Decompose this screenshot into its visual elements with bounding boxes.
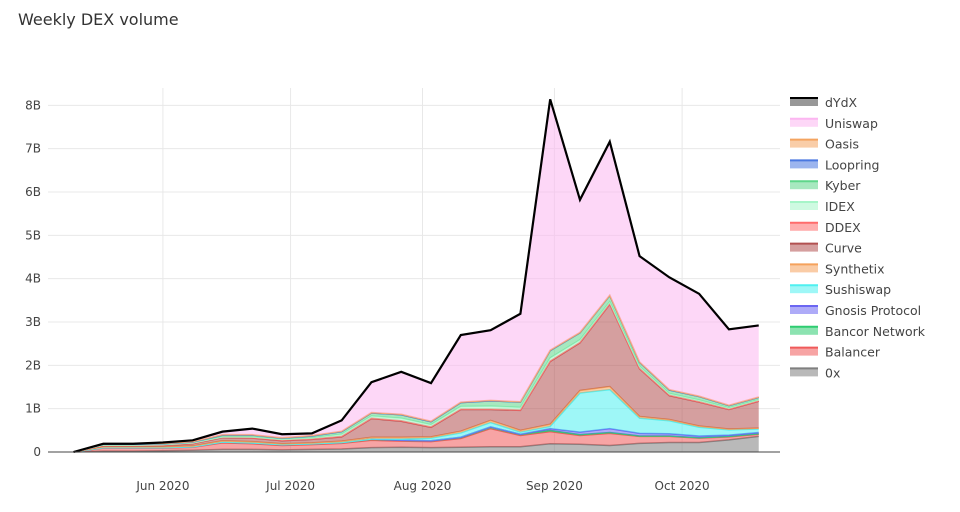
legend-label: IDEX [825, 199, 855, 214]
y-tick-label: 5B [25, 228, 41, 242]
area-kyber [73, 295, 759, 452]
legend-label: 0x [825, 365, 840, 380]
y-tick-label: 2B [25, 358, 41, 372]
legend-label: Sushiswap [825, 282, 891, 297]
legend-swatch [790, 98, 818, 106]
legend-swatch [790, 222, 818, 231]
legend-label: Balancer [825, 345, 881, 360]
legend-item-bancor-network[interactable]: Bancor Network [790, 324, 926, 339]
legend-swatch [790, 139, 818, 148]
legend-item-dydx[interactable]: dYdX [790, 95, 858, 110]
legend-label: Synthetix [825, 261, 885, 276]
area-sushiswap [73, 389, 759, 452]
y-tick-label: 6B [25, 185, 41, 199]
y-tick-label: 7B [25, 142, 41, 156]
legend-label: Kyber [825, 178, 861, 193]
legend-label: Uniswap [825, 116, 878, 131]
legend-label: DDEX [825, 220, 861, 235]
series-areas [73, 98, 759, 454]
legend-swatch [790, 285, 818, 294]
legend-label: Curve [825, 241, 862, 256]
legend-swatch [790, 118, 818, 127]
area-gnosis-protocol [73, 426, 759, 452]
legend-item-idex[interactable]: IDEX [790, 199, 855, 214]
x-tick-label: Jun 2020 [135, 479, 189, 493]
legend-item-ddex[interactable]: DDEX [790, 220, 861, 235]
legend-label: Bancor Network [825, 324, 926, 339]
y-tick-label: 4B [25, 272, 41, 286]
y-tick-label: 1B [25, 402, 41, 416]
x-tick-label: Sep 2020 [526, 479, 583, 493]
legend-item-gnosis-protocol[interactable]: Gnosis Protocol [790, 303, 921, 318]
legend-item-curve[interactable]: Curve [790, 241, 862, 256]
legend-swatch [790, 326, 818, 335]
legend-swatch [790, 306, 818, 314]
legend-swatch [790, 202, 818, 210]
legend-label: Loopring [825, 157, 879, 172]
legend-label: dYdX [825, 95, 858, 110]
legend-swatch [790, 347, 818, 356]
legend-item-sushiswap[interactable]: Sushiswap [790, 282, 891, 297]
chart-title: Weekly DEX volume [18, 10, 179, 29]
x-tick-label: Jul 2020 [265, 479, 315, 493]
legend-swatch [790, 181, 818, 190]
legend-label: Gnosis Protocol [825, 303, 921, 318]
y-tick-label: 8B [25, 98, 41, 112]
legend-item-uniswap[interactable]: Uniswap [790, 116, 878, 131]
y-tick-label: 3B [25, 315, 41, 329]
legend[interactable]: dYdX Uniswap Oasis Loopring Kyber IDEX DDEX Cur… [790, 95, 926, 380]
legend-swatch [790, 368, 818, 377]
legend-item-loopring[interactable]: Loopring [790, 157, 879, 172]
area-balancer [73, 428, 759, 452]
legend-swatch [790, 264, 818, 273]
line-dydx [73, 98, 759, 454]
legend-item-0x[interactable]: 0x [790, 365, 840, 380]
x-tick-label: Oct 2020 [655, 479, 710, 493]
legend-item-balancer[interactable]: Balancer [790, 345, 881, 360]
axes: 0 1B 2B 3B 4B 5B 6B 7B 8B Jun 2020 Jul 2020 Aug 202… [25, 98, 780, 493]
legend-item-synthetix[interactable]: Synthetix [790, 261, 885, 276]
area-curve [73, 304, 759, 452]
legend-item-oasis[interactable]: Oasis [790, 137, 859, 152]
legend-label: Oasis [825, 137, 859, 152]
legend-swatch [790, 243, 818, 252]
y-tick-label: 0 [33, 445, 41, 459]
area-0x [73, 436, 759, 452]
legend-swatch [790, 160, 818, 169]
legend-item-kyber[interactable]: Kyber [790, 178, 861, 193]
x-tick-label: Aug 2020 [394, 479, 452, 493]
